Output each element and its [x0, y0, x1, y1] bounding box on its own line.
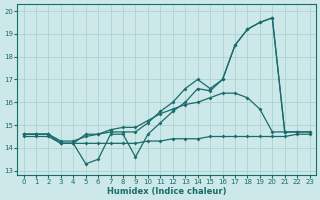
X-axis label: Humidex (Indice chaleur): Humidex (Indice chaleur) — [107, 187, 226, 196]
